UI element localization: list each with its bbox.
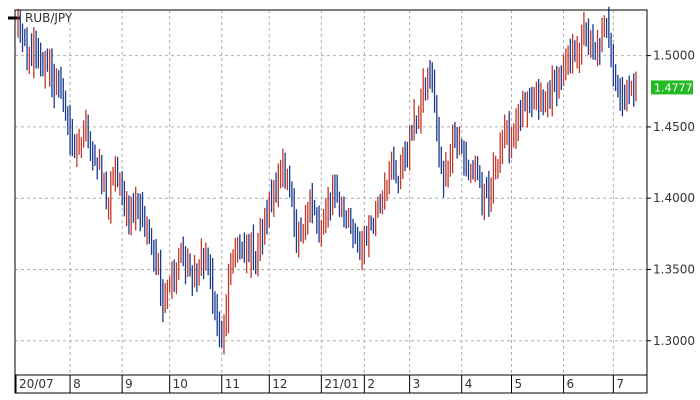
last-price-badge: 1.4777 <box>651 80 693 95</box>
y-axis: 1.3000 1.3500 1.4000 1.4500 1.5000 <box>647 49 695 348</box>
y-tick-label: 1.3000 <box>653 334 695 348</box>
x-tick-label: 4 <box>465 377 473 391</box>
x-tick-label: 9 <box>125 377 133 391</box>
x-tick-label: 5 <box>514 377 522 391</box>
plot-frame <box>14 9 648 394</box>
y-tick-label: 1.5000 <box>653 49 695 63</box>
x-tick-label: 12 <box>272 377 287 391</box>
x-tick-label: 21/01 <box>324 377 359 391</box>
y-tick-label: 1.4000 <box>653 191 695 205</box>
y-tick-label: 1.4500 <box>653 120 695 134</box>
x-tick-label: 2 <box>367 377 375 391</box>
x-tick-label: 6 <box>567 377 575 391</box>
plot-border <box>14 9 648 394</box>
last-price-label: 1.4777 <box>654 81 693 94</box>
last-price-badge-bg <box>651 80 693 95</box>
x-tick-label: 20/07 <box>19 377 54 391</box>
x-tick-label: 8 <box>73 377 81 391</box>
x-tick-label: 10 <box>173 377 188 391</box>
x-tick-label: 3 <box>413 377 421 391</box>
legend-symbol: RUB/JPY <box>25 11 73 25</box>
x-axis: 20/07 8 9 10 11 12 21/01 2 3 4 5 6 7 <box>15 375 624 393</box>
y-tick-label: 1.3500 <box>653 262 695 276</box>
price-bars <box>17 6 637 355</box>
x-tick-label: 7 <box>616 377 624 391</box>
x-tick-label: 11 <box>225 377 240 391</box>
